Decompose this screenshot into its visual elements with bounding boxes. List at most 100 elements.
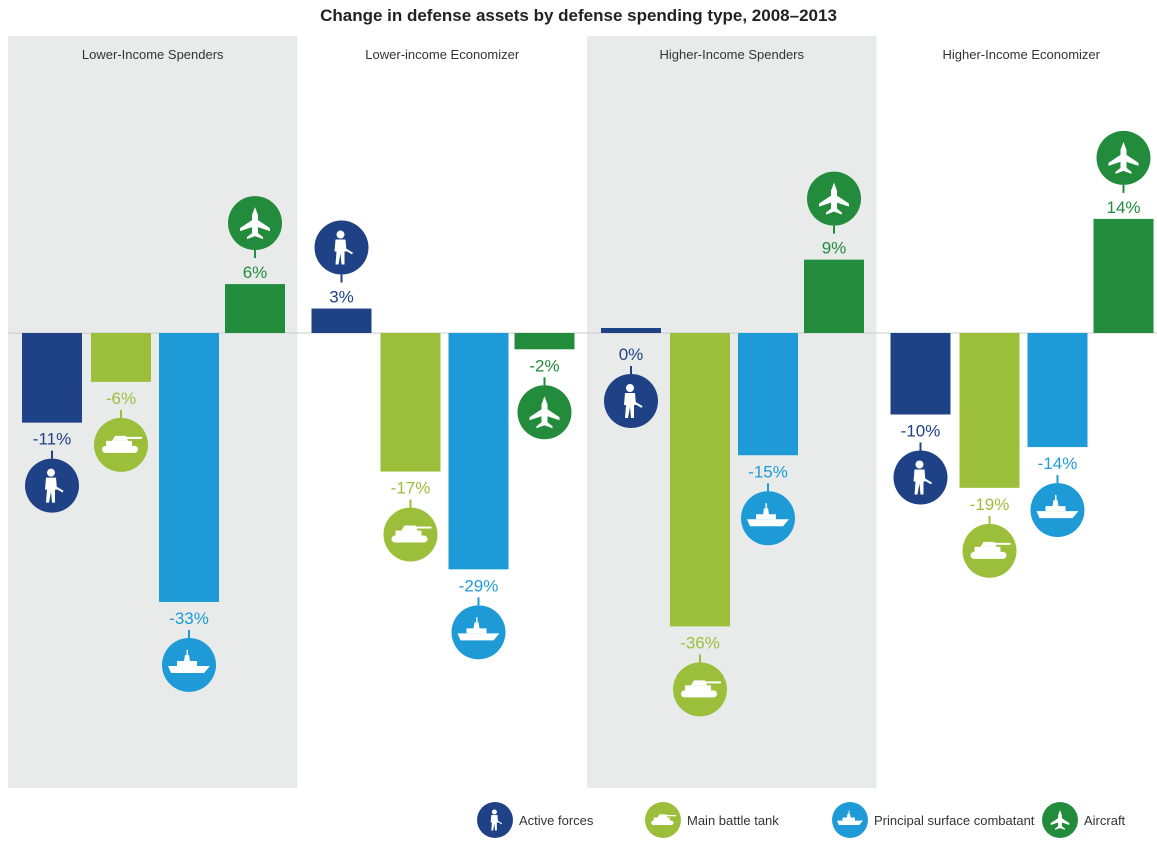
ship-icon — [451, 605, 506, 660]
ship-hull — [747, 519, 789, 527]
tank-barrel — [126, 436, 142, 439]
tank-turret — [980, 541, 997, 547]
bar — [1093, 218, 1154, 333]
ship-mast — [848, 810, 850, 815]
bar — [670, 333, 730, 627]
ship-mast — [476, 617, 478, 624]
data-label: -19% — [970, 495, 1010, 514]
chart-icons — [25, 130, 1151, 717]
tank-turret — [401, 525, 418, 531]
soldier-rifle — [492, 817, 503, 825]
tank-track — [391, 535, 428, 543]
aircraft-icon — [1042, 802, 1078, 838]
group-title: Higher-Income Economizer — [942, 47, 1100, 62]
aircraft-shape — [1108, 141, 1139, 174]
tank-icon — [94, 417, 148, 472]
group-title: Lower-Income Spenders — [82, 47, 224, 62]
data-label: -36% — [680, 633, 720, 652]
ship-hull — [1036, 511, 1079, 519]
soldier-body — [490, 815, 499, 831]
tank-barrel — [705, 681, 721, 684]
aircraft-shape — [240, 207, 270, 240]
tank-icon — [962, 523, 1017, 578]
ship-superstructure — [466, 622, 487, 634]
chart-title: Change in defense assets by defense spen… — [320, 6, 837, 25]
group-title: Higher-Income Spenders — [659, 47, 804, 62]
soldier-body — [334, 239, 347, 265]
group-title: Lower-income Economizer — [365, 47, 520, 62]
data-label: -11% — [33, 430, 71, 449]
ship-mast — [186, 649, 188, 656]
bar — [890, 333, 951, 415]
chart-bars — [22, 218, 1154, 627]
chart-legend: Active forces Main battle tank Principal s… — [477, 802, 1126, 838]
tank-icon — [673, 662, 727, 717]
soldier-head — [336, 230, 345, 239]
ship-mast — [1055, 495, 1057, 502]
bar — [514, 333, 575, 350]
legend-label: Active forces — [519, 813, 594, 828]
bar — [959, 333, 1020, 488]
data-label: 3% — [329, 288, 354, 307]
legend-label: Principal surface combatant — [874, 813, 1035, 828]
ship-superstructure — [842, 813, 855, 821]
tank-track — [681, 690, 717, 698]
aircraft-shape — [819, 182, 849, 215]
soldier-head — [626, 384, 634, 392]
bar — [22, 333, 82, 423]
tank-track — [651, 820, 674, 825]
legend-item: Main battle tank — [645, 802, 779, 838]
data-label: -14% — [1038, 454, 1078, 473]
soldier-rifle — [336, 243, 354, 255]
legend-item: Aircraft — [1042, 802, 1126, 838]
data-label: -33% — [169, 609, 209, 628]
data-label: -2% — [529, 356, 559, 375]
tank-hull — [106, 440, 132, 447]
aircraft-icon — [517, 385, 572, 440]
tank-hull — [395, 530, 422, 537]
ship-mast — [765, 503, 767, 510]
bar — [91, 333, 151, 382]
data-label: -10% — [901, 422, 941, 441]
aircraft-icon — [228, 196, 282, 251]
data-label: -29% — [459, 576, 499, 595]
bar — [159, 333, 219, 602]
ship-icon — [832, 802, 868, 838]
bar — [225, 284, 285, 333]
data-label: 14% — [1106, 198, 1140, 217]
tank-track — [102, 445, 138, 453]
ship-superstructure — [756, 508, 776, 520]
soldier-body — [624, 393, 636, 418]
legend-label: Main battle tank — [687, 813, 779, 828]
tank-hull — [653, 817, 670, 822]
bar — [448, 333, 509, 570]
soldier-head — [915, 460, 924, 469]
soldier-rifle — [47, 481, 64, 493]
aircraft-icon — [807, 171, 861, 226]
soldier-rifle — [626, 397, 643, 408]
soldier-icon — [25, 458, 79, 513]
ship-icon — [1030, 483, 1085, 538]
soldier-body — [45, 477, 57, 503]
soldier-body — [913, 469, 926, 495]
aircraft-shape — [1050, 810, 1070, 830]
legend-label: Aircraft — [1084, 813, 1126, 828]
soldier-icon — [604, 374, 658, 428]
ship-superstructure — [1045, 500, 1066, 512]
bar — [601, 328, 661, 333]
bar — [738, 333, 798, 456]
data-label: 9% — [822, 239, 847, 258]
ship-hull — [836, 820, 864, 825]
tank-turret — [691, 680, 707, 686]
tank-icon — [645, 802, 681, 838]
tank-turret — [112, 435, 128, 441]
aircraft-icon — [1096, 130, 1151, 185]
ship-icon — [162, 637, 216, 692]
data-label: 6% — [243, 263, 268, 282]
ship-hull — [457, 633, 500, 641]
legend-item: Active forces — [477, 802, 594, 838]
tank-barrel — [666, 815, 677, 817]
soldier-rifle — [915, 473, 933, 485]
data-label: 0% — [619, 345, 644, 364]
